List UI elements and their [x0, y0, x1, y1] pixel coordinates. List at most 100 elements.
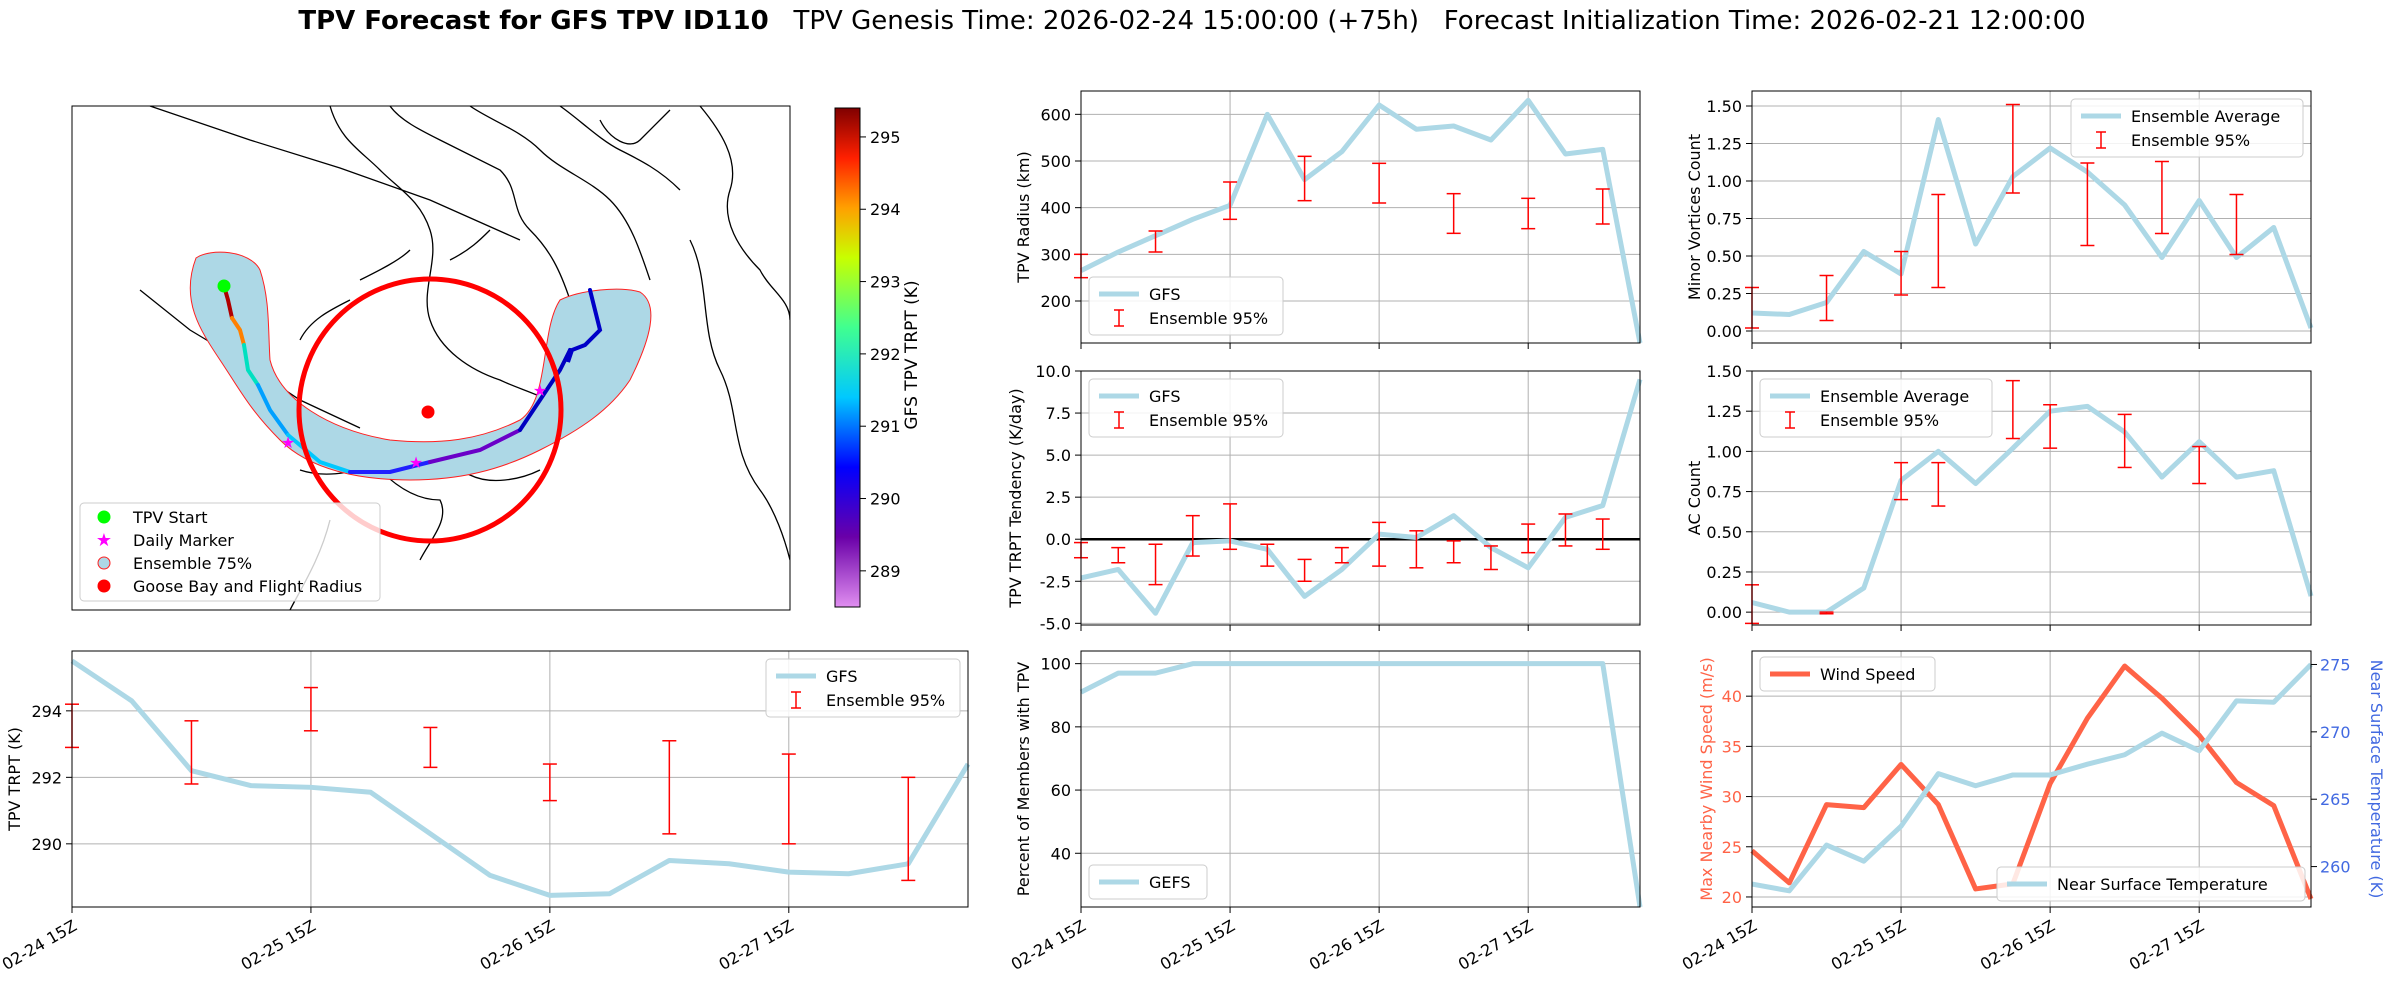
map-coastline: [299, 229, 491, 341]
x-tick-label: 02-25 15Z: [1828, 916, 1909, 974]
plot-frame: [1751, 90, 2312, 344]
errorbar: [1894, 461, 1909, 501]
legend-label: GEFS: [1149, 873, 1191, 892]
chart-legend: Wind Speed: [1759, 656, 1936, 692]
errorbar: [303, 686, 318, 732]
y-right-tick-label: 275: [2320, 655, 2351, 674]
y-tick-label: -2.5: [1040, 572, 1071, 591]
daily-marker-star: ★: [409, 453, 423, 472]
track-segment: [256, 383, 290, 437]
chart-legend: GFS Ensemble 95%: [765, 658, 961, 718]
errorbar: [901, 776, 916, 882]
plot-frame: [1080, 90, 1641, 344]
legend-label: GFS: [1149, 285, 1180, 304]
series-line: [1080, 378, 1643, 616]
errorbar: [1223, 503, 1238, 551]
chart-legend: GFS Ensemble 95%: [1088, 378, 1284, 438]
errorbar: [1185, 514, 1200, 557]
map-frame: [71, 105, 791, 611]
errorbar: [1297, 155, 1312, 202]
y-tick-label: 1.25: [1706, 135, 1742, 154]
map-coastline: [469, 106, 651, 281]
track-segment: [566, 288, 603, 363]
errorbar: [781, 753, 796, 845]
chart-legend: Ensemble Average Ensemble 95%: [2070, 98, 2304, 158]
plot-frame: [1751, 650, 2312, 908]
legend-label: Ensemble Average: [2131, 107, 2280, 126]
chart-radius: 200 300 400 500 600 TPV Radius (km) GFS Ensembl…: [1014, 90, 1643, 349]
errorbar: [1483, 545, 1498, 571]
legend-label: Ensemble Average: [1820, 387, 1969, 406]
figure-title-genesis: TPV Genesis Time: 2026-02-24 15:00:00 (+…: [793, 6, 1419, 36]
chart-legend: Near Surface Temperature: [1996, 866, 2306, 902]
y-right-tick-label: 265: [2320, 790, 2351, 809]
errorbar: [1819, 274, 1834, 322]
y-tick-label: 0.0: [1046, 530, 1071, 549]
x-tick-label: 02-25 15Z: [1157, 916, 1238, 974]
y-tick-label: 0.75: [1706, 210, 1742, 229]
y-axis-label: Minor Vortices Count: [1685, 134, 1704, 300]
legend-label: Ensemble 95%: [826, 691, 945, 710]
errorbar: [2229, 193, 2244, 256]
y-tick-label: 2.5: [1046, 488, 1071, 507]
errorbar: [1372, 521, 1387, 567]
errorbar: [423, 726, 438, 769]
y-tick-label: 7.5: [1046, 404, 1071, 423]
y-tick-label: 80: [1051, 718, 1071, 737]
colorbar-tick-label: 294: [870, 200, 901, 219]
y-tick-label: 500: [1040, 152, 1071, 171]
y-tick-label: 0.00: [1706, 322, 1742, 341]
y-tick-label: 10.0: [1035, 362, 1071, 381]
chart-legend: Ensemble Average Ensemble 95%: [1759, 378, 1993, 438]
legend-label: GFS: [1149, 387, 1180, 406]
y-tick-label: 20: [1722, 888, 1742, 907]
red-dot-icon: [97, 579, 111, 593]
lightblue-circle-icon: [97, 556, 111, 570]
y-tick-label: 600: [1040, 105, 1071, 124]
legend-label: Wind Speed: [1820, 665, 1915, 684]
map-coastline: [689, 239, 790, 561]
y-right-tick-label: 260: [2320, 858, 2351, 877]
colorbar-tick-label: 289: [870, 562, 901, 581]
errorbar: [1409, 530, 1424, 569]
map-border-line: [149, 106, 521, 241]
track-segment: [348, 460, 432, 474]
x-tick-label: 02-26 15Z: [1977, 916, 2058, 974]
y-tick-label: 0.25: [1706, 563, 1742, 582]
colorbar-gradient: [834, 107, 861, 608]
goose-bay-marker: [421, 405, 435, 419]
map-legend-label: TPV Start: [132, 508, 208, 527]
x-tick-label: 02-24 15Z: [0, 916, 80, 974]
daily-marker-star: ★: [533, 381, 547, 400]
figure-title-init: Forecast Initialization Time: 2026-02-21…: [1443, 6, 2086, 36]
errorbar: [2154, 160, 2169, 235]
errorbar: [1819, 611, 1834, 615]
y-right-label: Near Surface Temperature (K): [2367, 660, 2384, 899]
y-tick-label: 292: [31, 768, 62, 787]
ensemble-75-region: [189, 251, 652, 481]
errorbar: [1148, 543, 1163, 586]
x-tick-label: 02-27 15Z: [716, 916, 797, 974]
map-panel: ★ ★ ★ ★ TPV Start Daily Marker Ensemble …: [71, 105, 922, 611]
chart-panels: 290 292 294 02-24 15Z 02-25 15Z 02-26 15Z 02-2…: [0, 90, 2384, 974]
series-line: [1750, 663, 2314, 900]
y-tick-label: 0.25: [1706, 285, 1742, 304]
legend-box: [1759, 656, 1936, 692]
y-tick-label: 1.50: [1706, 97, 1742, 116]
errorbar: [1595, 188, 1610, 225]
y-axis-label: Max Nearby Wind Speed (m/s): [1697, 657, 1716, 900]
chart-tendency: -5.0 -2.5 0.0 2.5 5.0 7.5 10.0 TPV TRPT Tendenc…: [1006, 362, 1643, 633]
errorbar: [1223, 181, 1238, 221]
plot-frame: [1080, 650, 1641, 908]
x-tick-label: 02-27 15Z: [2126, 916, 2207, 974]
y-tick-label: 100: [1040, 655, 1071, 674]
flight-radius-circle: [296, 276, 564, 544]
y-tick-label: 1.50: [1706, 362, 1742, 381]
green-dot-icon: [97, 510, 111, 524]
y-right-tick-label: 270: [2320, 723, 2351, 742]
legend-label: Ensemble 95%: [1149, 309, 1268, 328]
errorbar: [184, 720, 199, 785]
figure-title-bold: TPV Forecast for GFS TPV ID110: [298, 6, 769, 36]
